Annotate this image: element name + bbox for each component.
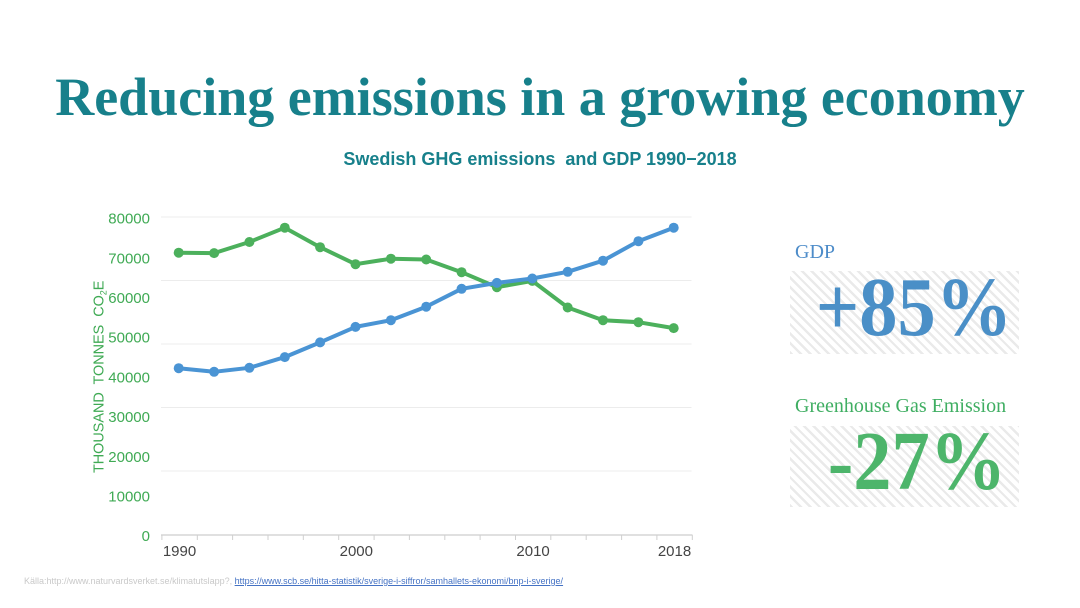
svg-text:60000: 60000 xyxy=(108,290,150,307)
svg-text:2000: 2000 xyxy=(340,543,373,560)
svg-text:40000: 40000 xyxy=(108,369,150,386)
svg-text:50000: 50000 xyxy=(108,330,150,347)
svg-text:0: 0 xyxy=(142,528,150,545)
svg-text:80000: 80000 xyxy=(108,211,150,228)
svg-text:20000: 20000 xyxy=(108,449,150,466)
svg-text:70000: 70000 xyxy=(108,250,150,267)
svg-text:THOUSAND TONNES CO2E: THOUSAND TONNES CO2E xyxy=(92,281,109,473)
svg-text:30000: 30000 xyxy=(108,409,150,426)
svg-text:10000: 10000 xyxy=(108,489,150,506)
svg-text:1990: 1990 xyxy=(163,543,196,560)
svg-text:2018: 2018 xyxy=(658,543,691,560)
svg-text:2010: 2010 xyxy=(516,543,549,560)
